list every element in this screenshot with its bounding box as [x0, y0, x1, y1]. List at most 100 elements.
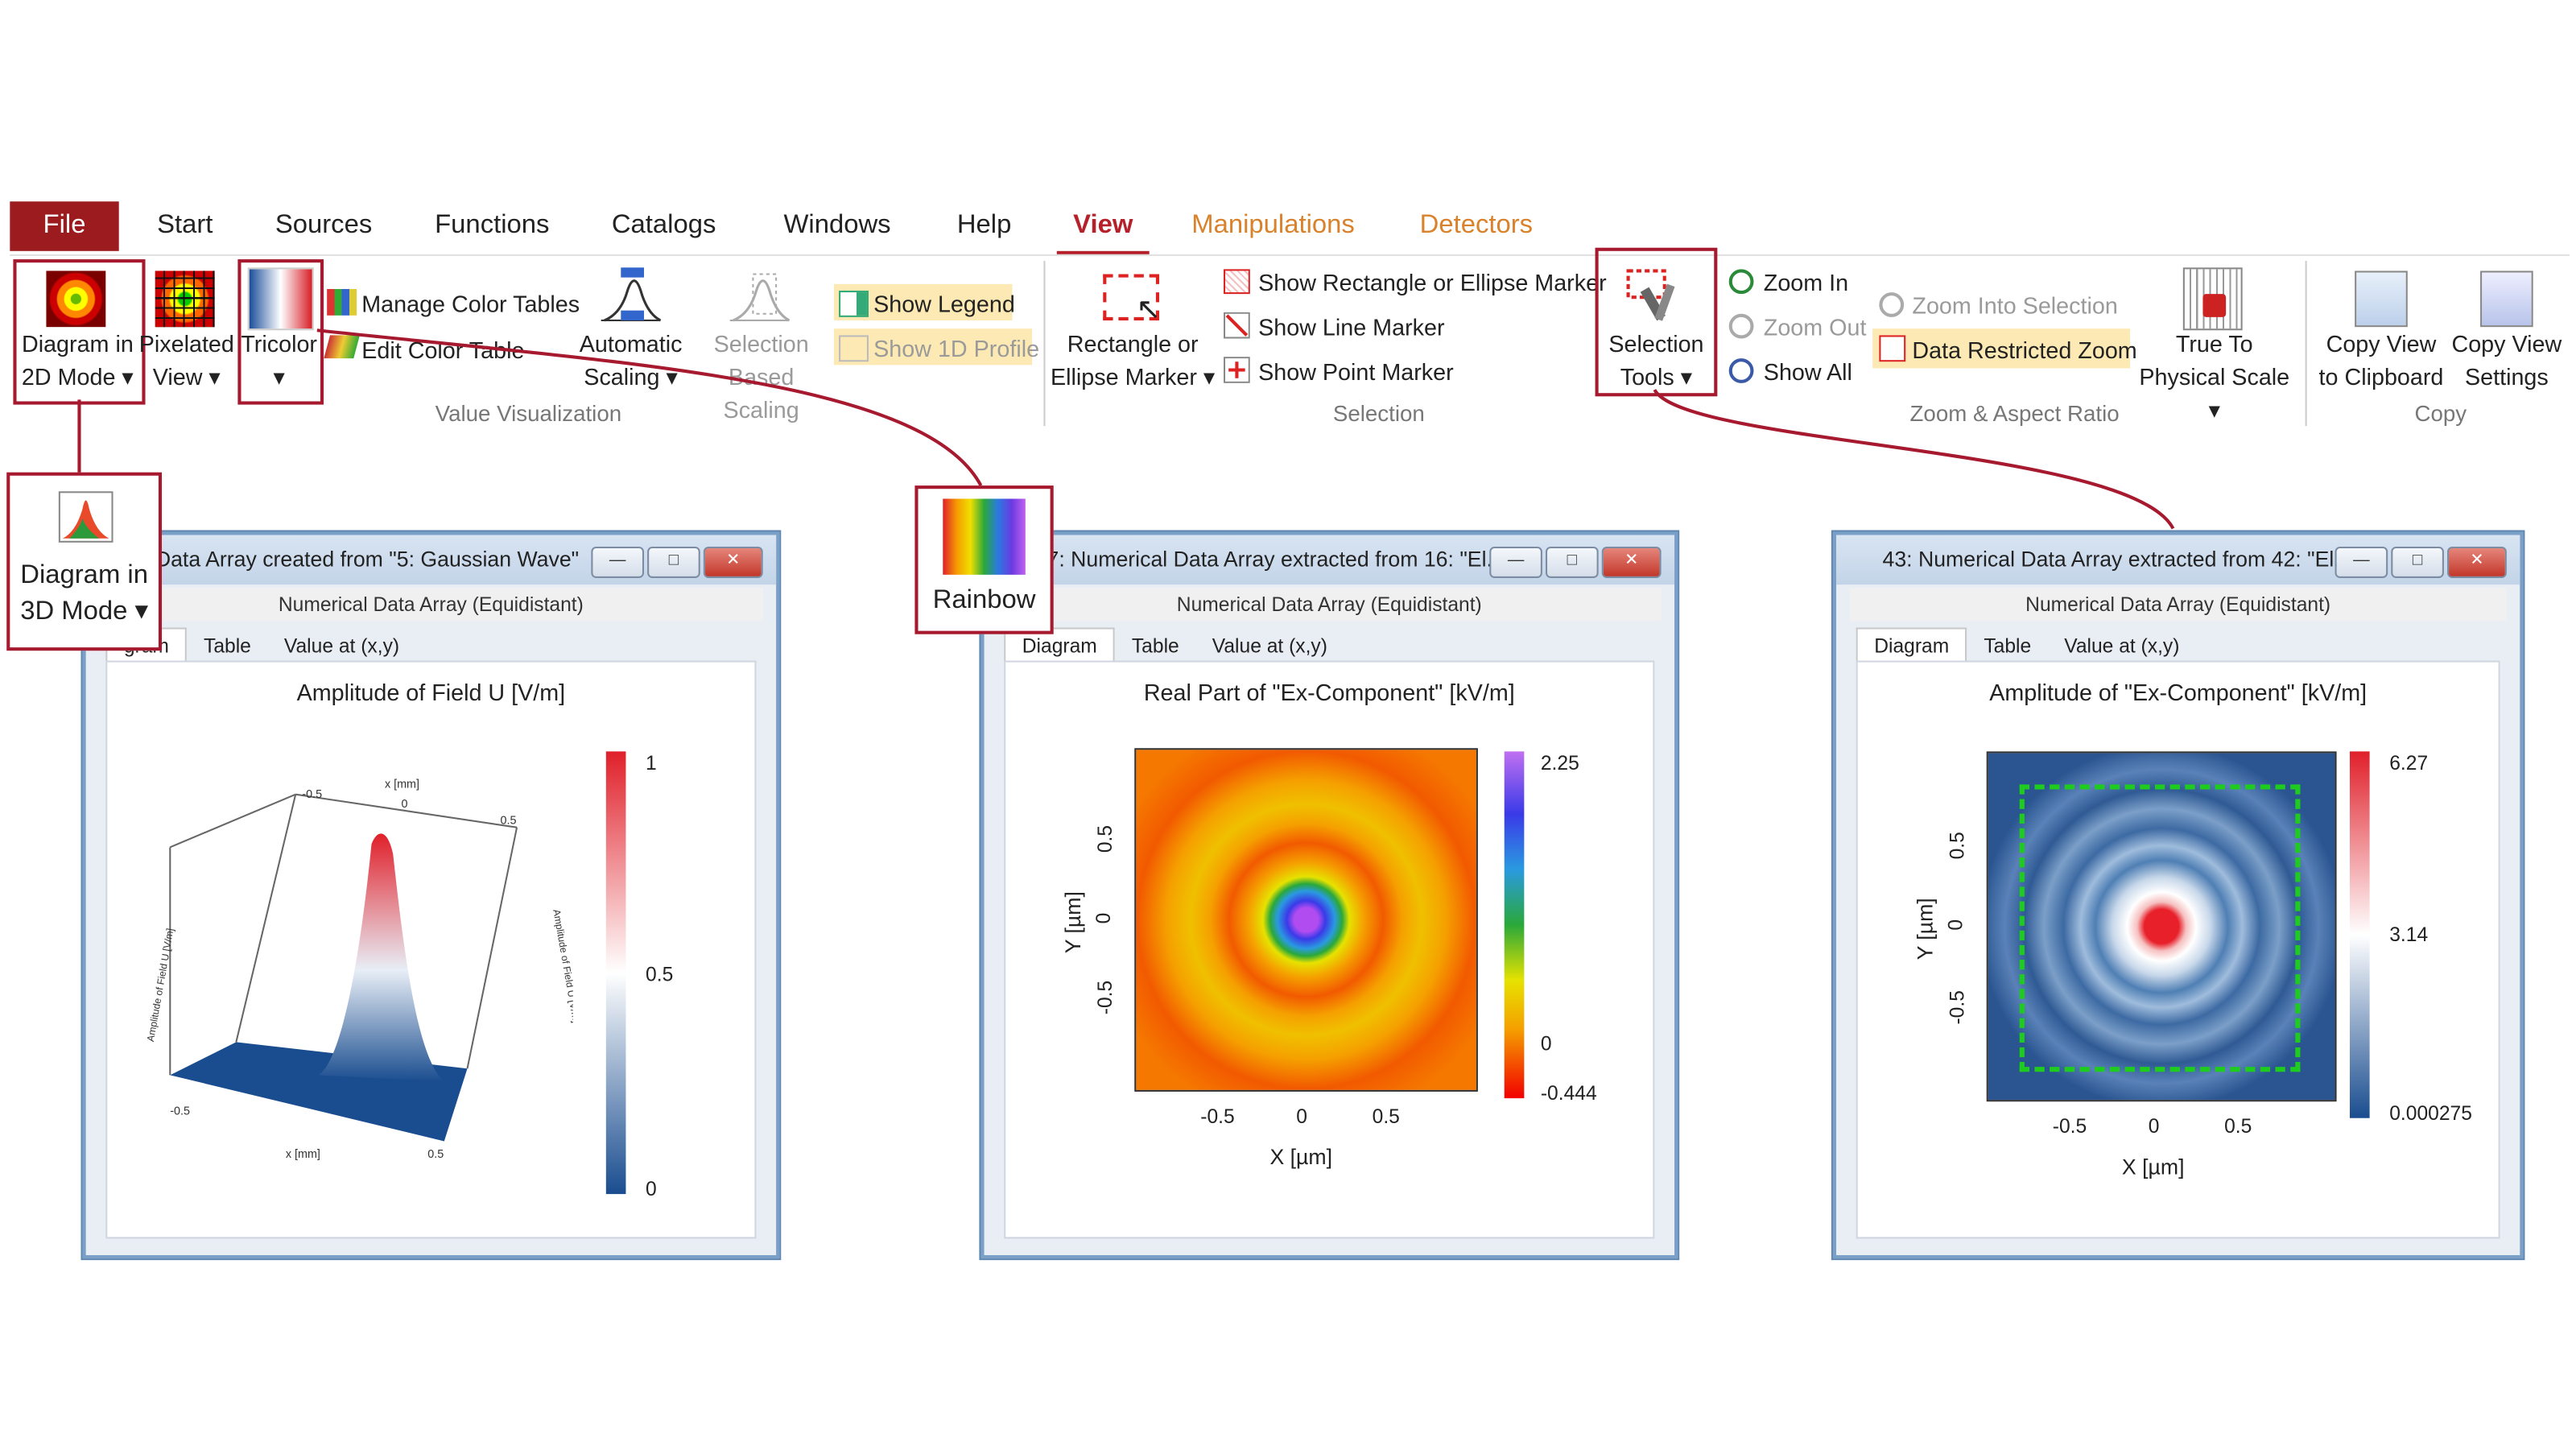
tab-help[interactable]: Help — [956, 211, 1012, 240]
tab-view[interactable]: View — [1056, 201, 1150, 254]
selection-rectangle[interactable] — [2019, 784, 2301, 1072]
tab-start[interactable]: Start — [157, 211, 213, 240]
tab-functions[interactable]: Functions — [435, 211, 550, 240]
manage-color-tables-button[interactable]: Manage Color Tables — [361, 291, 580, 317]
plot-title: Amplitude of Field U [V/m] — [296, 679, 566, 705]
copy-view-settings-icon — [2480, 271, 2533, 328]
maximize-button[interactable]: □ — [647, 546, 700, 578]
tab-sources[interactable]: Sources — [275, 211, 373, 240]
maximize-button[interactable]: □ — [2391, 546, 2444, 578]
zoom-into-selection-button[interactable]: Zoom Into Selection — [1912, 292, 2118, 319]
zoom-out-button[interactable]: Zoom Out — [1763, 313, 1867, 341]
show-point-marker-button[interactable]: Show Point Marker — [1258, 358, 1454, 385]
x-tick: 0.5 — [2224, 1114, 2252, 1138]
copy-view-settings-button[interactable]: Copy View Settings — [2444, 327, 2570, 393]
axis-3d-label: x [mm] — [286, 1148, 320, 1161]
plot-3d[interactable]: -0.5 0.5 x [mm] x [mm] -0.5 0 0.5 Amplit… — [137, 745, 573, 1201]
axis-3d-tick: 0.5 — [501, 815, 517, 828]
minimize-button[interactable]: — — [1489, 546, 1542, 578]
minimize-button[interactable]: — — [2334, 546, 2388, 578]
tab-value-at[interactable]: Value at (x,y) — [2064, 634, 2180, 658]
colorbar — [605, 751, 626, 1195]
copy-view-to-clipboard-button[interactable]: Copy View to Clipboard — [2312, 327, 2450, 393]
group-separator — [1043, 261, 1046, 427]
legend-icon — [839, 291, 869, 317]
group-label-zoom-aspect: Zoom & Aspect Ratio — [1909, 401, 2120, 427]
diagram-2d-line2: 2D Mode ▾ — [21, 363, 134, 390]
rectangle-ellipse-marker-button[interactable]: Rectangle or Ellipse Marker ▾ — [1051, 327, 1216, 393]
colorbar-tick: -0.444 — [1540, 1081, 1597, 1105]
tab-catalogs[interactable]: Catalogs — [611, 211, 716, 240]
heatmap-tricolor[interactable] — [1986, 751, 2337, 1102]
colorbar-tick: 3.14 — [2389, 923, 2429, 947]
group-label-value-visualization: Value Visualization — [435, 401, 622, 427]
point-marker-icon — [1224, 357, 1250, 383]
selection-tools-button[interactable]: Selection Tools ▾ — [1596, 327, 1718, 393]
show-1d-profile-button[interactable]: Show 1D Profile — [873, 335, 1040, 362]
true-to-physical-scale-button[interactable]: True To Physical Scale ▾ — [2133, 327, 2295, 426]
tab-value-at[interactable]: Value at (x,y) — [283, 634, 400, 658]
maximize-button[interactable]: □ — [1546, 546, 1599, 578]
selection-scaling-line1: Selection — [713, 330, 809, 357]
tab-windows[interactable]: Windows — [783, 211, 891, 240]
data-array-window-2: 7: Numerical Data Array extracted from 1… — [980, 531, 1678, 1259]
y-tick: 0 — [1092, 912, 1116, 924]
tab-table[interactable]: Table — [1984, 634, 2032, 658]
diagram-2d-mode-button[interactable]: Diagram in 2D Mode ▾ — [13, 327, 142, 393]
heatmap-rainbow[interactable] — [1134, 748, 1478, 1092]
tab-table[interactable]: Table — [1131, 634, 1179, 658]
view-tabs: Diagram Table Value at (x,y) — [1004, 627, 1654, 663]
tab-file[interactable]: File — [10, 201, 119, 251]
plot-title: Real Part of "Ex-Component" [kV/m] — [1143, 679, 1515, 705]
pixelated-view-button[interactable]: Pixelated View ▾ — [138, 327, 234, 393]
colorbar-tick: 2.25 — [1540, 751, 1579, 775]
diagram-2d-icon — [46, 271, 106, 328]
data-array-window-3: 43: Numerical Data Array extracted from … — [1832, 531, 2524, 1259]
diagram-3d-label: Diagram in 3D Mode ▾ — [10, 558, 159, 630]
true-to-physical-line2: Physical Scale ▾ — [2139, 363, 2290, 423]
zoom-into-selection-icon — [1879, 292, 1905, 317]
minimize-button[interactable]: — — [591, 546, 645, 578]
diagram-2d-line1: Diagram in — [21, 330, 134, 357]
colorbar-tick: 0.5 — [646, 962, 674, 986]
close-button[interactable]: ✕ — [2447, 546, 2507, 578]
ribbon-panel — [10, 254, 2570, 435]
tab-diagram[interactable]: Diagram — [1856, 627, 1967, 663]
tab-value-at[interactable]: Value at (x,y) — [1212, 634, 1327, 658]
rainbow-color-table-callout[interactable]: Rainbow — [914, 485, 1054, 634]
tricolor-icon — [247, 267, 314, 331]
line-marker-icon — [1224, 312, 1250, 339]
automatic-scaling-button[interactable]: Automatic Scaling ▾ — [572, 327, 691, 393]
selection-tools-line1: Selection — [1608, 330, 1704, 357]
diagram-pane: Amplitude of "Ex-Component" [kV/m] -0.5 … — [1856, 660, 2500, 1239]
copy-settings-line1: Copy View — [2451, 330, 2562, 357]
y-tick: 0.5 — [1946, 832, 1969, 860]
tricolor-button[interactable]: Tricolor ▾ — [234, 327, 324, 393]
colorbar-tick: 0 — [646, 1177, 657, 1201]
show-rect-ellipse-marker-button[interactable]: Show Rectangle or Ellipse Marker — [1258, 269, 1607, 296]
tab-detectors[interactable]: Detectors — [1419, 211, 1534, 240]
selection-tools-icon — [1626, 269, 1675, 321]
tab-table[interactable]: Table — [204, 634, 251, 658]
y-tick: -0.5 — [1093, 980, 1117, 1015]
x-tick: 0 — [2148, 1114, 2160, 1138]
ribbon-tab-bar: File Start Sources Functions Catalogs Wi… — [0, 201, 2576, 254]
y-tick: -0.5 — [1946, 990, 1969, 1025]
diagram-3d-mode-callout[interactable]: Diagram in 3D Mode ▾ — [6, 472, 163, 651]
data-restricted-zoom-button[interactable]: Data Restricted Zoom — [1912, 337, 2137, 364]
axis-3d-tick: 0.5 — [427, 1148, 444, 1161]
plot-title: Amplitude of "Ex-Component" [kV/m] — [1989, 679, 2368, 705]
show-1d-profile-highlight — [833, 328, 1033, 366]
window-subtitle: Numerical Data Array (Equidistant) — [997, 588, 1662, 622]
selection-based-scaling-button[interactable]: Selection Based Scaling — [690, 327, 832, 426]
show-legend-button[interactable]: Show Legend — [873, 291, 1015, 317]
zoom-in-button[interactable]: Zoom In — [1763, 269, 1849, 296]
axis-3d-tick: -0.5 — [302, 788, 322, 801]
show-all-button[interactable]: Show All — [1763, 358, 1852, 385]
close-button[interactable]: ✕ — [1601, 546, 1662, 578]
close-button[interactable]: ✕ — [703, 546, 763, 578]
tab-manipulations[interactable]: Manipulations — [1191, 211, 1355, 240]
show-line-marker-button[interactable]: Show Line Marker — [1258, 313, 1445, 341]
x-tick: -0.5 — [1200, 1105, 1235, 1129]
